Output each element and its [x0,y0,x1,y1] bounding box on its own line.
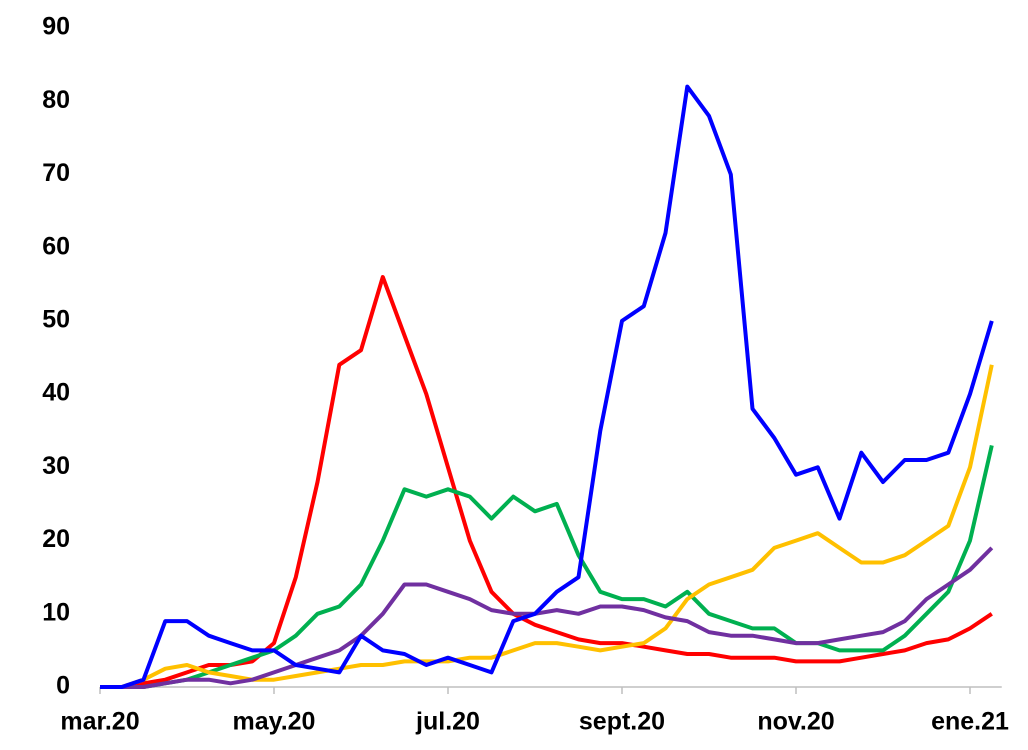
y-tick-label: 20 [42,525,70,553]
y-tick-label: 40 [42,379,70,407]
y-tick-label: 50 [42,305,70,333]
series-line [100,275,993,689]
series-line [100,84,994,689]
series-line [100,546,994,689]
x-tick-label: ene.21 [931,708,1009,736]
x-tick-label: sept.20 [579,708,665,736]
y-tick-label: 60 [42,232,70,260]
y-tick-label: 90 [42,13,70,41]
y-tick-label: 80 [42,86,70,114]
y-tick-label: 10 [42,598,70,626]
series-line [100,364,994,689]
series-line [100,444,994,689]
x-tick-label: jul.20 [415,708,480,736]
x-tick-label: mar.20 [60,708,139,736]
x-tick-label: nov.20 [757,708,834,736]
y-tick-label: 70 [42,159,70,187]
y-tick-label: 30 [42,452,70,480]
y-tick-label: 0 [56,672,70,700]
x-tick-label: may.20 [233,708,316,736]
